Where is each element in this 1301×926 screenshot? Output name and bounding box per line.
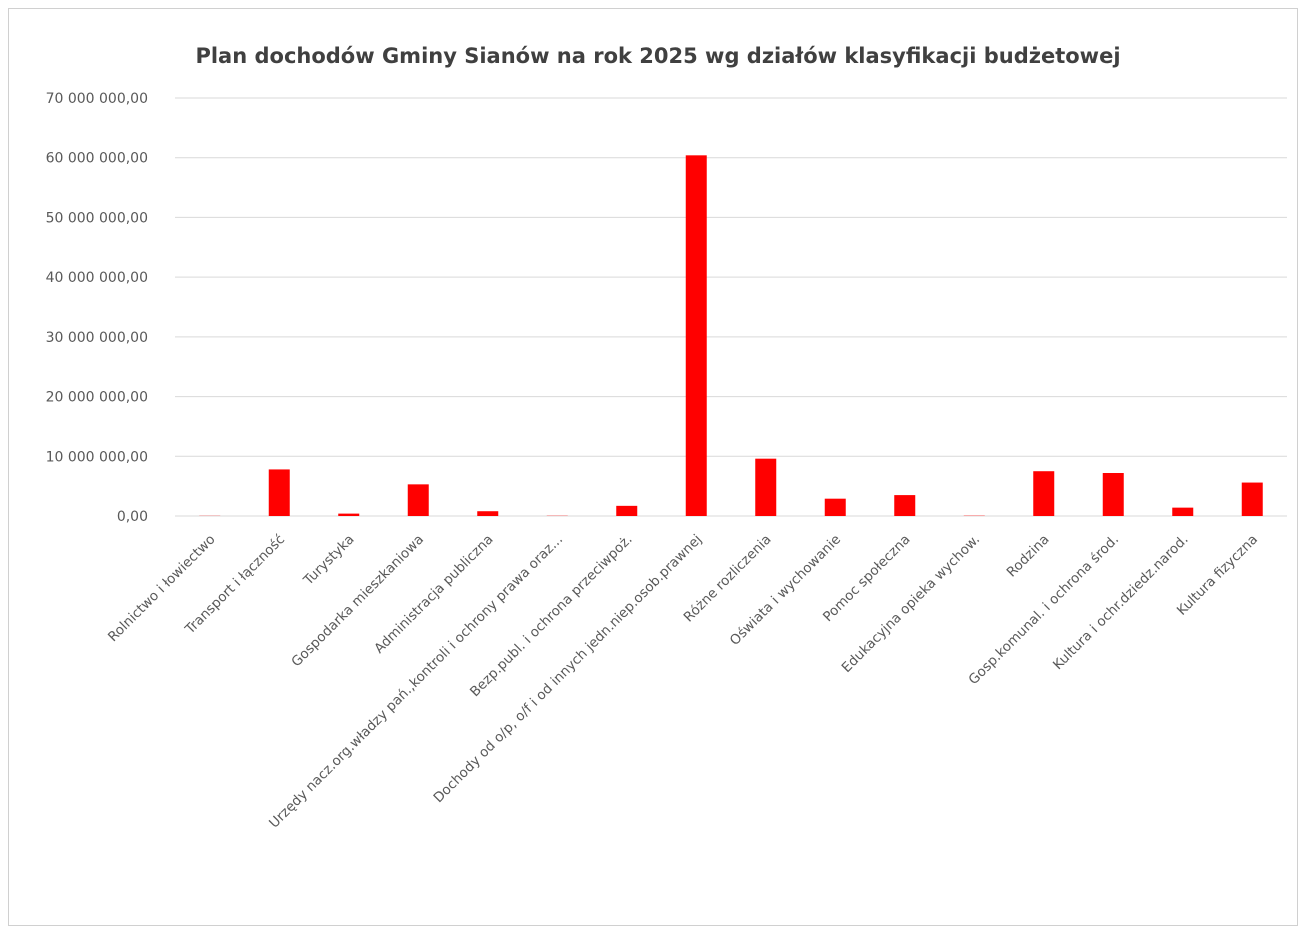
y-tick-label: 10 000 000,00	[46, 449, 148, 465]
x-tick-label: Dochody od o/p, o/f i od innych jedn.nie…	[430, 532, 705, 807]
bar	[616, 506, 637, 516]
y-tick-label: 0,00	[117, 509, 148, 525]
y-tick-label: 30 000 000,00	[46, 330, 148, 346]
y-tick-label: 20 000 000,00	[46, 390, 148, 406]
bar	[338, 514, 359, 516]
x-tick-label: Gosp.komunal. i ochrona środ.	[966, 532, 1123, 689]
bar	[686, 155, 707, 516]
bar	[477, 511, 498, 516]
bar	[1103, 473, 1124, 516]
bar	[755, 459, 776, 516]
chart-title: Plan dochodów Gminy Sianów na rok 2025 w…	[195, 44, 1120, 68]
x-tick-label: Edukacyjna opieka wychow.	[839, 532, 983, 676]
y-axis-ticks: 0,00 10 000 000,00 20 000 000,00 30 000 000…	[46, 91, 148, 525]
bar	[269, 469, 290, 516]
bars	[199, 155, 1263, 516]
bar	[408, 484, 429, 516]
gridlines	[175, 98, 1287, 516]
bar	[1172, 508, 1193, 516]
y-tick-label: 40 000 000,00	[46, 270, 148, 286]
x-tick-label: Administracja publiczna	[371, 532, 496, 657]
x-tick-label: Gospodarka mieszkaniowa	[288, 532, 427, 671]
x-tick-label: Rodzina	[1004, 532, 1053, 581]
bar	[1033, 471, 1054, 516]
y-tick-label: 60 000 000,00	[46, 151, 148, 167]
x-tick-label: Kultura i ochr.dziedz.narod.	[1050, 532, 1192, 674]
y-tick-label: 50 000 000,00	[46, 210, 148, 226]
bar	[825, 499, 846, 516]
bar	[1242, 483, 1263, 516]
y-tick-label: 70 000 000,00	[46, 91, 148, 107]
bar	[894, 495, 915, 516]
x-tick-label: Turystyka	[300, 532, 358, 590]
